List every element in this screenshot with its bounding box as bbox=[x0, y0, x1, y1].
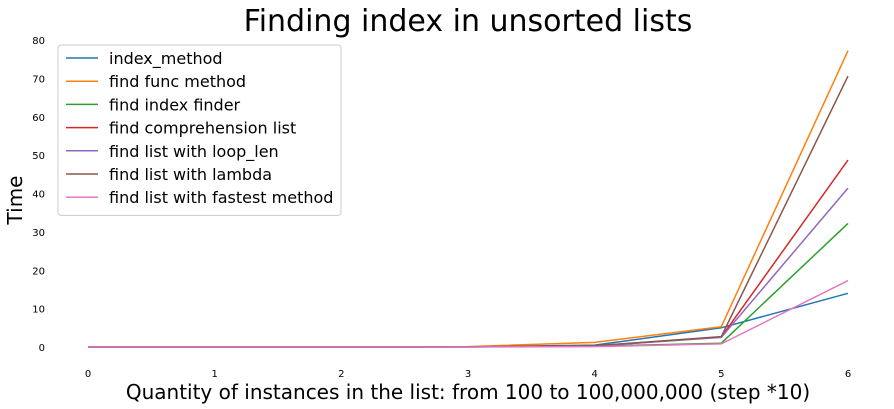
chart-title: Finding index in unsorted lists bbox=[244, 4, 693, 39]
series-line bbox=[88, 222, 849, 348]
x-tick-labels: 0 1 2 3 4 5 6 bbox=[85, 369, 851, 380]
y-tick-label: 30 bbox=[32, 228, 45, 239]
legend-entry: find list with fastest method bbox=[109, 188, 333, 207]
x-tick-label: 2 bbox=[338, 369, 344, 380]
legend-entry: find comprehension list bbox=[109, 119, 296, 138]
series-line bbox=[88, 279, 849, 348]
x-axis-label: Quantity of instances in the list: from … bbox=[126, 380, 810, 404]
y-tick-label: 0 bbox=[39, 343, 45, 354]
y-tick-label: 60 bbox=[32, 113, 45, 124]
x-tick-label: 3 bbox=[465, 369, 471, 380]
legend-entry: find index finder bbox=[109, 95, 241, 114]
legend-box bbox=[57, 44, 342, 216]
y-tick-label: 50 bbox=[32, 151, 45, 162]
legend-entry: find list with lambda bbox=[109, 165, 272, 184]
y-axis-label: Time bbox=[3, 176, 27, 226]
y-tick-label: 40 bbox=[32, 190, 45, 201]
y-tick-label: 70 bbox=[32, 74, 45, 85]
x-tick-label: 6 bbox=[845, 369, 851, 380]
legend-entry: find func method bbox=[109, 72, 246, 91]
y-tick-labels: 0 10 20 30 40 50 60 70 80 bbox=[32, 36, 45, 354]
legend-entry: find list with loop_len bbox=[109, 142, 279, 162]
legend-entry: index_method bbox=[109, 49, 223, 69]
x-tick-label: 1 bbox=[211, 369, 217, 380]
x-tick-label: 4 bbox=[591, 369, 597, 380]
y-tick-label: 80 bbox=[32, 36, 45, 47]
x-tick-label: 0 bbox=[85, 369, 91, 380]
y-tick-label: 10 bbox=[32, 305, 45, 316]
y-tick-label: 20 bbox=[32, 266, 45, 277]
x-tick-label: 5 bbox=[718, 369, 724, 380]
series-lines bbox=[88, 50, 849, 348]
